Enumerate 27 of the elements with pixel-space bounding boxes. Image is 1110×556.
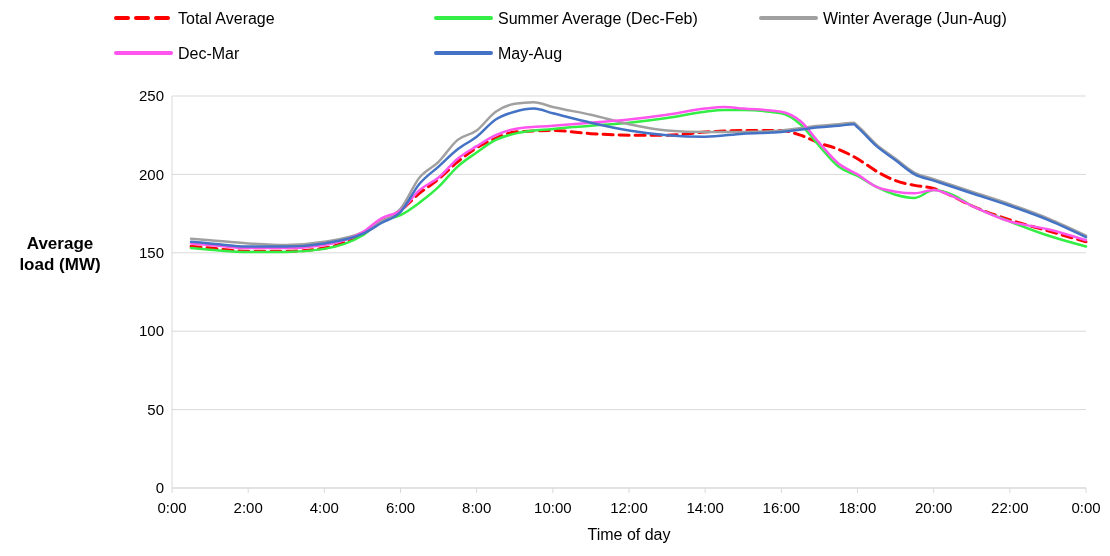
- x-tick-label: 22:00: [991, 499, 1029, 517]
- x-axis-title: Time of day: [587, 526, 671, 543]
- x-tick-label: 6:00: [385, 499, 416, 517]
- x-tick-label: 10:00: [534, 499, 572, 517]
- y-tick-label: 200: [138, 165, 164, 183]
- x-tick-label: 12:00: [610, 499, 648, 517]
- line-series: [189, 129, 1088, 253]
- y-tick-label: 150: [138, 244, 164, 262]
- legend-label: Dec-Mar: [178, 44, 241, 62]
- y-axis-title: Average load (MW): [19, 234, 101, 274]
- x-tick-label: 2:00: [233, 499, 263, 517]
- x-tick-label: 0:00: [1071, 499, 1101, 517]
- x-tick-label: 20:00: [914, 499, 953, 517]
- y-tick-label: 0: [155, 479, 164, 497]
- legend-label: May-Aug: [498, 44, 563, 62]
- legend-label: Summer Average (Dec-Feb): [498, 9, 698, 27]
- x-tick-label: 18:00: [838, 499, 877, 517]
- x-tick-label: 16:00: [762, 499, 801, 517]
- x-tick-label: 8:00: [462, 499, 492, 517]
- y-tick-label: 100: [138, 322, 164, 340]
- y-tick-label: 50: [147, 400, 164, 418]
- y-tick-label: 250: [138, 87, 164, 105]
- x-tick-label: 4:00: [309, 499, 339, 517]
- x-tick-label: 0:00: [157, 499, 187, 517]
- legend-label: Winter Average (Jun-Aug): [823, 9, 1007, 27]
- x-tick-label: 14:00: [686, 499, 724, 517]
- legend-label: Total Average: [178, 9, 275, 27]
